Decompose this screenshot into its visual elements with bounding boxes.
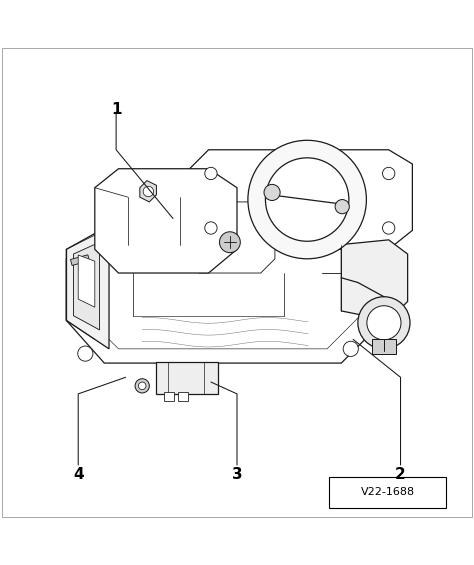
Bar	[329, 477, 446, 507]
Circle shape	[248, 140, 366, 259]
Bar	[178, 393, 188, 401]
Bar	[372, 340, 396, 354]
Circle shape	[264, 184, 280, 201]
Circle shape	[343, 341, 358, 357]
Polygon shape	[66, 225, 389, 363]
Polygon shape	[190, 202, 275, 273]
Circle shape	[138, 382, 146, 390]
Circle shape	[383, 167, 395, 180]
Polygon shape	[95, 169, 237, 273]
Circle shape	[143, 186, 154, 197]
Text: 4: 4	[73, 467, 83, 482]
Circle shape	[367, 306, 401, 340]
Circle shape	[78, 346, 93, 361]
Text: 2: 2	[395, 467, 406, 482]
Text: 1: 1	[111, 102, 121, 117]
Circle shape	[205, 222, 217, 234]
Polygon shape	[78, 255, 95, 307]
Polygon shape	[66, 225, 109, 349]
Circle shape	[219, 232, 240, 253]
Polygon shape	[73, 242, 100, 330]
Polygon shape	[190, 150, 412, 249]
Circle shape	[358, 297, 410, 349]
Bar	[156, 362, 218, 394]
Text: V22-1688: V22-1688	[360, 487, 415, 497]
Text: 3: 3	[232, 467, 242, 482]
Circle shape	[135, 379, 149, 393]
Bar	[71, 255, 90, 266]
Circle shape	[383, 222, 395, 234]
Circle shape	[205, 167, 217, 180]
Circle shape	[381, 308, 396, 323]
Bar	[164, 393, 174, 401]
Polygon shape	[140, 181, 156, 202]
Circle shape	[265, 158, 349, 241]
Polygon shape	[341, 240, 408, 320]
Circle shape	[335, 199, 349, 214]
